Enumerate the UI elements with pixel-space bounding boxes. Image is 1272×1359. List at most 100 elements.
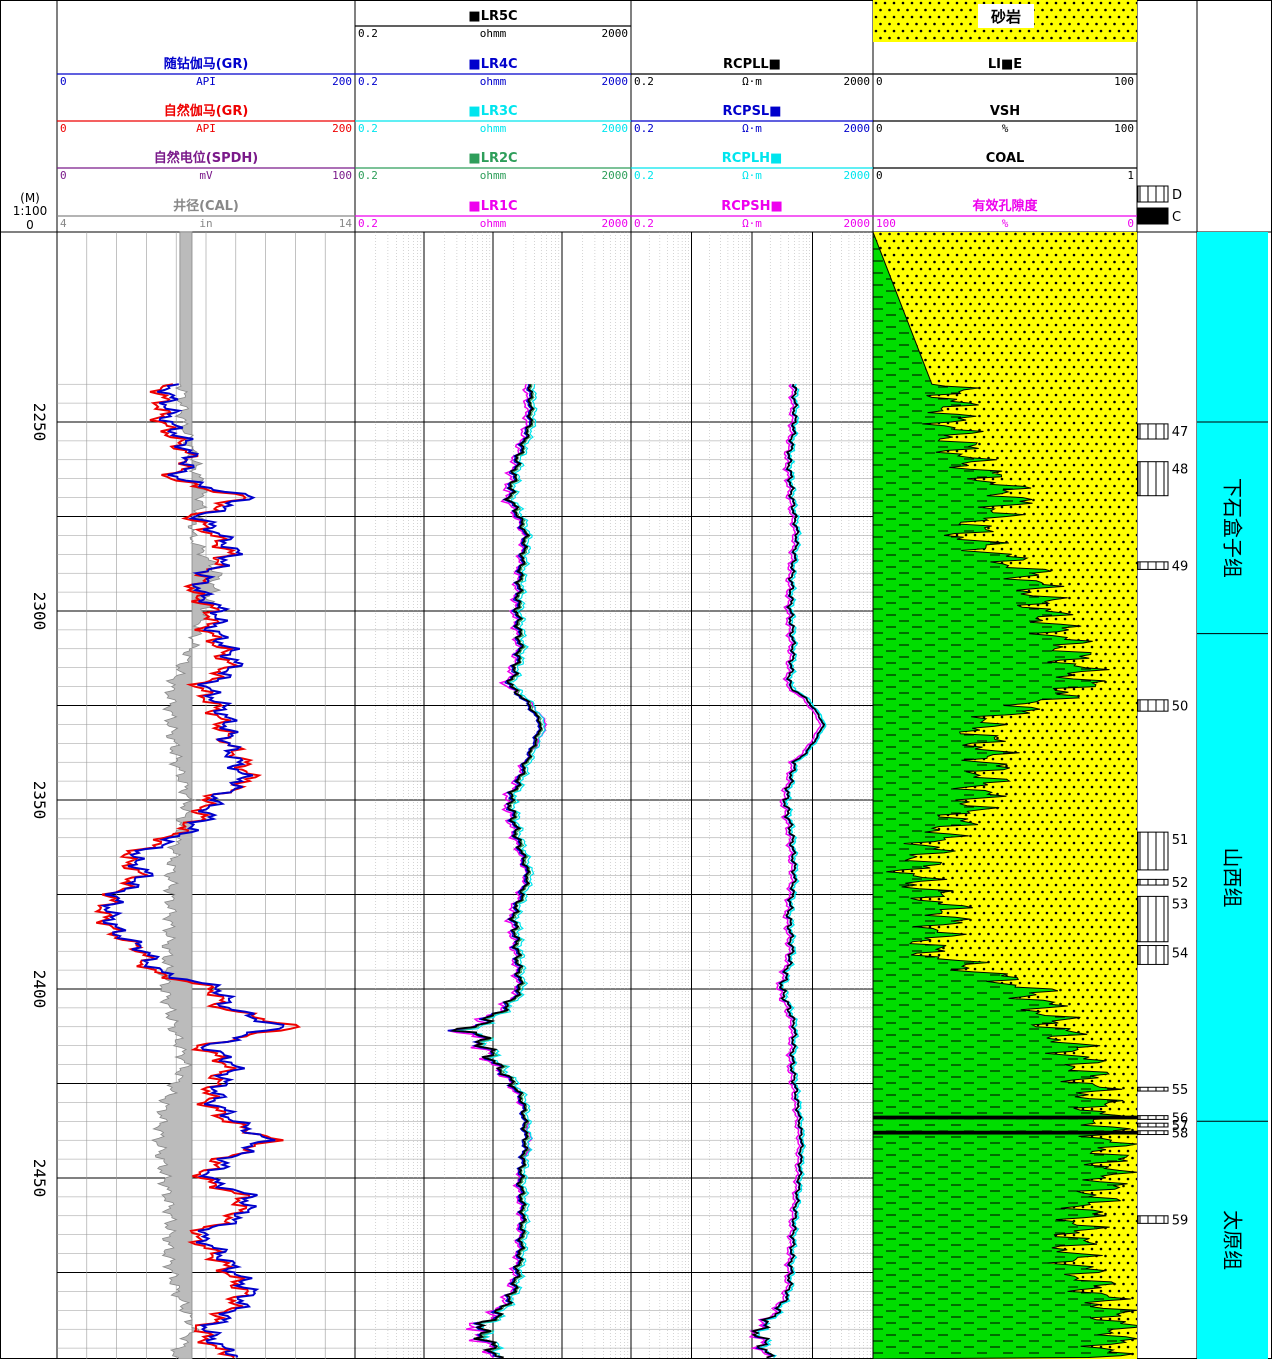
lr-track-curve-unit: ohmm xyxy=(480,27,507,40)
rcp-track-curve-max: 2000 xyxy=(844,75,871,88)
formation-column xyxy=(1197,232,1268,1359)
lith-track-curve-name: 有效孔隙度 xyxy=(972,198,1038,214)
depth-scale: 1:100 xyxy=(13,204,48,218)
layer-number: 49 xyxy=(1172,560,1189,575)
layer-legend-code: D xyxy=(1172,188,1182,203)
rcp-track-curve-unit: Ω·m xyxy=(742,217,762,230)
gr-track-curve-min: 4 xyxy=(60,217,67,230)
coal-band xyxy=(873,1115,1137,1120)
rcp-track-curve-max: 2000 xyxy=(844,122,871,135)
lr-track-curve-min: 0.2 xyxy=(358,217,378,230)
rcp-track-curve-max: 2000 xyxy=(844,169,871,182)
reservoir-layer xyxy=(1137,878,1169,886)
gr-track-curve-max: 200 xyxy=(332,75,352,88)
rcpsh-curve xyxy=(748,383,822,1359)
lith-track-curve-max: 100 xyxy=(1114,75,1134,88)
rcp-track-curve-unit: Ω·m xyxy=(742,169,762,182)
lith-track-curve-name: LI■E xyxy=(988,57,1022,72)
reservoir-layer xyxy=(1137,423,1169,440)
layer-number: 59 xyxy=(1172,1214,1189,1229)
lith-track-curve-max: 100 xyxy=(1114,122,1134,135)
gr-track-curve-min: 0 xyxy=(60,122,67,135)
lith-track-curve-unit: % xyxy=(1002,217,1009,230)
reservoir-layer xyxy=(1137,699,1169,712)
gr-track-curve-name: 随钻伽马(GR) xyxy=(164,56,249,72)
layer-number: 57 xyxy=(1172,1119,1189,1134)
lr4c-curve xyxy=(447,384,541,1359)
layer-number: 53 xyxy=(1172,897,1189,912)
sand-legend-label-bg xyxy=(978,4,1034,28)
lr-track-curve-unit: ohmm xyxy=(480,169,507,182)
reservoir-layer xyxy=(1137,561,1169,570)
lr3c-curve xyxy=(454,384,546,1359)
formation-name: 下石盒子组 xyxy=(1221,478,1245,578)
gr-track-curve-max: 200 xyxy=(332,122,352,135)
rcp-track-curve-unit: Ω·m xyxy=(742,75,762,88)
depth-tick-label: 2300 xyxy=(30,592,49,631)
rcp-track-curve-unit: Ω·m xyxy=(742,122,762,135)
layer-legend-swatch xyxy=(1137,185,1169,203)
depth-tick-label: 2250 xyxy=(30,403,49,442)
depth-tick-label: 2400 xyxy=(30,970,49,1009)
lr-track-curve-max: 2000 xyxy=(602,75,629,88)
reservoir-layer xyxy=(1137,895,1169,943)
layer-legend-swatch xyxy=(1137,207,1169,225)
rcplh-curve xyxy=(751,383,827,1359)
layer-number: 58 xyxy=(1172,1127,1189,1142)
gr-track-curve-unit: mV xyxy=(199,169,213,182)
lr-track-curve-max: 2000 xyxy=(602,169,629,182)
gr-track-curve-name: 自然伽马(GR) xyxy=(164,103,249,119)
formation-name: 山西组 xyxy=(1221,847,1245,907)
lr-track-curve-max: 2000 xyxy=(602,122,629,135)
lith-track-curve-name: COAL xyxy=(986,151,1025,166)
lith-track-curve-max: 0 xyxy=(1127,217,1134,230)
reservoir-layer xyxy=(1137,945,1169,965)
log-body: 2250 2300 2350 2400 2450 47 48 49 50 51 52 53 54 55 56… xyxy=(30,231,1268,1359)
reservoir-layer xyxy=(1137,1122,1169,1128)
lr-track-curve-name: ■LR3C xyxy=(468,104,517,119)
shale-fill xyxy=(872,231,1138,1359)
lith-track-curve-min: 100 xyxy=(876,217,896,230)
gr-track-curve-unit: API xyxy=(196,75,216,88)
rcp-track-curve-min: 0.2 xyxy=(634,122,654,135)
lr-track-curve-max: 2000 xyxy=(602,27,629,40)
rcp-track-curve-min: 0.2 xyxy=(634,75,654,88)
reservoir-layer xyxy=(1137,831,1169,871)
lr-track-curve-unit: ohmm xyxy=(480,122,507,135)
lr-track-curve-unit: ohmm xyxy=(480,217,507,230)
layer-number: 54 xyxy=(1172,947,1189,962)
lr-track-curve-min: 0.2 xyxy=(358,75,378,88)
depth-unit: (M) xyxy=(20,191,40,205)
formation-name: 太原组 xyxy=(1221,1210,1245,1270)
lr-track-curve-name: ■LR1C xyxy=(468,199,517,214)
layer-number: 55 xyxy=(1172,1083,1189,1098)
sand-legend-label: 砂岩 xyxy=(991,8,1021,26)
rcp-track-curve-name: RCPSH■ xyxy=(721,199,783,214)
gr-track-curve-name: 井径(CAL) xyxy=(173,198,239,214)
layer-number: 47 xyxy=(1172,425,1189,440)
lith-track-curve-min: 0 xyxy=(876,75,883,88)
lr-track-curve-min: 0.2 xyxy=(358,122,378,135)
reservoir-layer xyxy=(1137,1215,1169,1224)
lr-track-curve-name: ■LR4C xyxy=(468,57,517,72)
gr-track-curve-unit: in xyxy=(199,217,212,230)
lr-track-curve-unit: ohmm xyxy=(480,75,507,88)
layer-number: 52 xyxy=(1172,876,1189,891)
lr1c-curve xyxy=(447,383,548,1359)
gr-track-curve-max: 100 xyxy=(332,169,352,182)
layer-number: 50 xyxy=(1172,700,1189,715)
reservoir-layer xyxy=(1137,1130,1169,1136)
lr-track-curve-min: 0.2 xyxy=(358,27,378,40)
rcp-track-curve-name: RCPLH■ xyxy=(722,151,783,166)
depth-tick-label: 2450 xyxy=(30,1159,49,1198)
rcp-track-curve-name: RCPSL■ xyxy=(722,104,781,119)
lr-track-curve-max: 2000 xyxy=(602,217,629,230)
reservoir-layer xyxy=(1137,1086,1169,1092)
rcp-track-curve-min: 0.2 xyxy=(634,169,654,182)
depth-zero: 0 xyxy=(26,218,34,232)
depth-tick-label: 2350 xyxy=(30,781,49,820)
rcp-track-curve-min: 0.2 xyxy=(634,217,654,230)
lr-track-curve-min: 0.2 xyxy=(358,169,378,182)
